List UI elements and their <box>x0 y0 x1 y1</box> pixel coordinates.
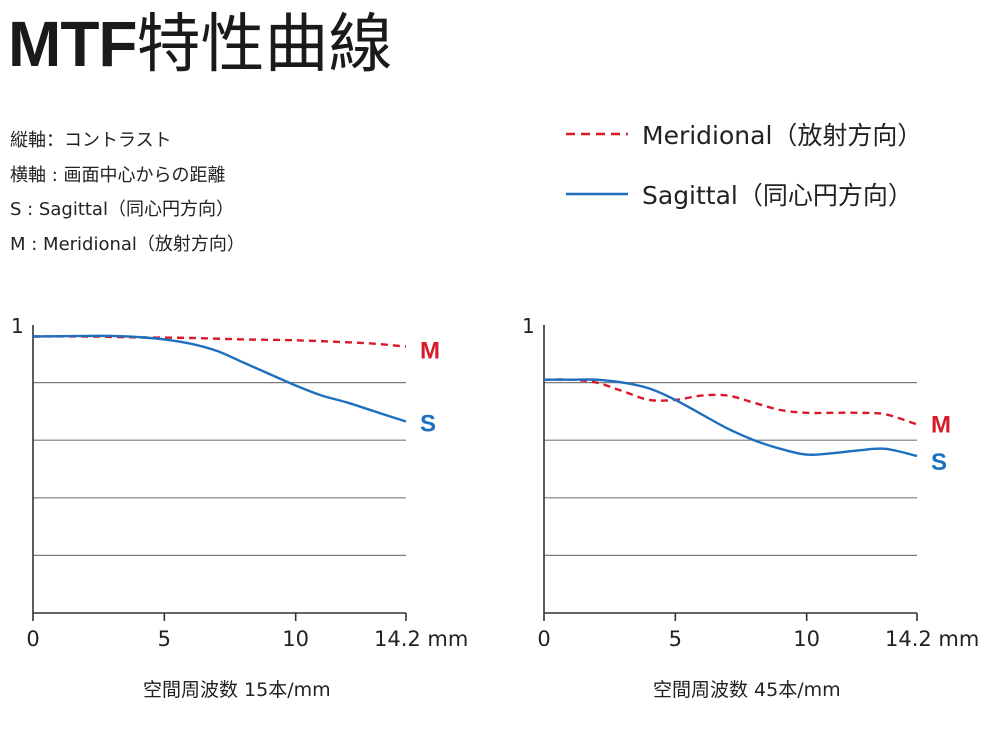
legend-item-sagittal: Sagittal（同心円方向） <box>566 164 922 224</box>
chart-1-x-tick-label-2: 5 <box>158 627 171 651</box>
chart-1-series-meridional-label: M <box>420 338 440 365</box>
page-title: MTF特性曲線 <box>8 4 393 85</box>
chart-2-caption: 空間周波数 45本/mm <box>653 679 841 701</box>
chart-2-series-meridional-label: M <box>931 411 951 438</box>
chart-2-series-sagittal-line <box>544 378 918 458</box>
chart-1-x-tick-label-4: 14.2 mm <box>374 627 468 651</box>
chart-2-x-tick-label-3: 10 <box>793 627 820 651</box>
note-vertical-axis: 縦軸：コントラスト <box>10 130 172 151</box>
chart-2-x-tick-label-4: 14.2 mm <box>885 627 979 651</box>
chart-1-caption: 空間周波数 15本/mm <box>143 679 331 701</box>
legend: Meridional（放射方向） Sagittal（同心円方向） <box>566 104 922 224</box>
legend-swatch-sagittal <box>566 192 628 196</box>
chart-1-series-sagittal-line <box>32 334 407 423</box>
axis-notes: 縦軸：コントラスト 横軸 : 画面中心からの距離 S : Sagittal（同心… <box>10 124 245 262</box>
chart-2-x-tick-label-1: 0 <box>537 627 550 651</box>
chart-2-series-sagittal-label: S <box>931 449 947 476</box>
chart-2-y-tick-label-1: 1 <box>522 314 535 338</box>
legend-label-sagittal: Sagittal（同心円方向） <box>642 181 913 210</box>
chart-1-series-meridional-line <box>32 335 407 348</box>
legend-swatch-meridional <box>566 132 628 136</box>
chart-1-series-sagittal-label: S <box>420 410 436 437</box>
chart-2-x-tick-label-2: 5 <box>669 627 682 651</box>
legend-item-meridional: Meridional（放射方向） <box>566 104 922 164</box>
chart-1-y-tick-label-1: 1 <box>11 314 24 338</box>
page-title-latin: MTF <box>8 8 137 80</box>
chart-1-x-tick-label-1: 0 <box>26 627 39 651</box>
legend-label-meridional: Meridional（放射方向） <box>642 121 923 150</box>
note-horizontal-axis: 横軸 : 画面中心からの距離 <box>10 164 226 186</box>
chart-1-x-tick-label-3: 10 <box>282 627 309 651</box>
page-title-cjk: 特性曲線 <box>136 8 393 82</box>
note-meridional: M : Meridional（放射方向） <box>10 233 245 255</box>
note-sagittal: S : Sagittal（同心円方向） <box>10 199 234 220</box>
chart-2-series-meridional-line <box>543 378 918 426</box>
